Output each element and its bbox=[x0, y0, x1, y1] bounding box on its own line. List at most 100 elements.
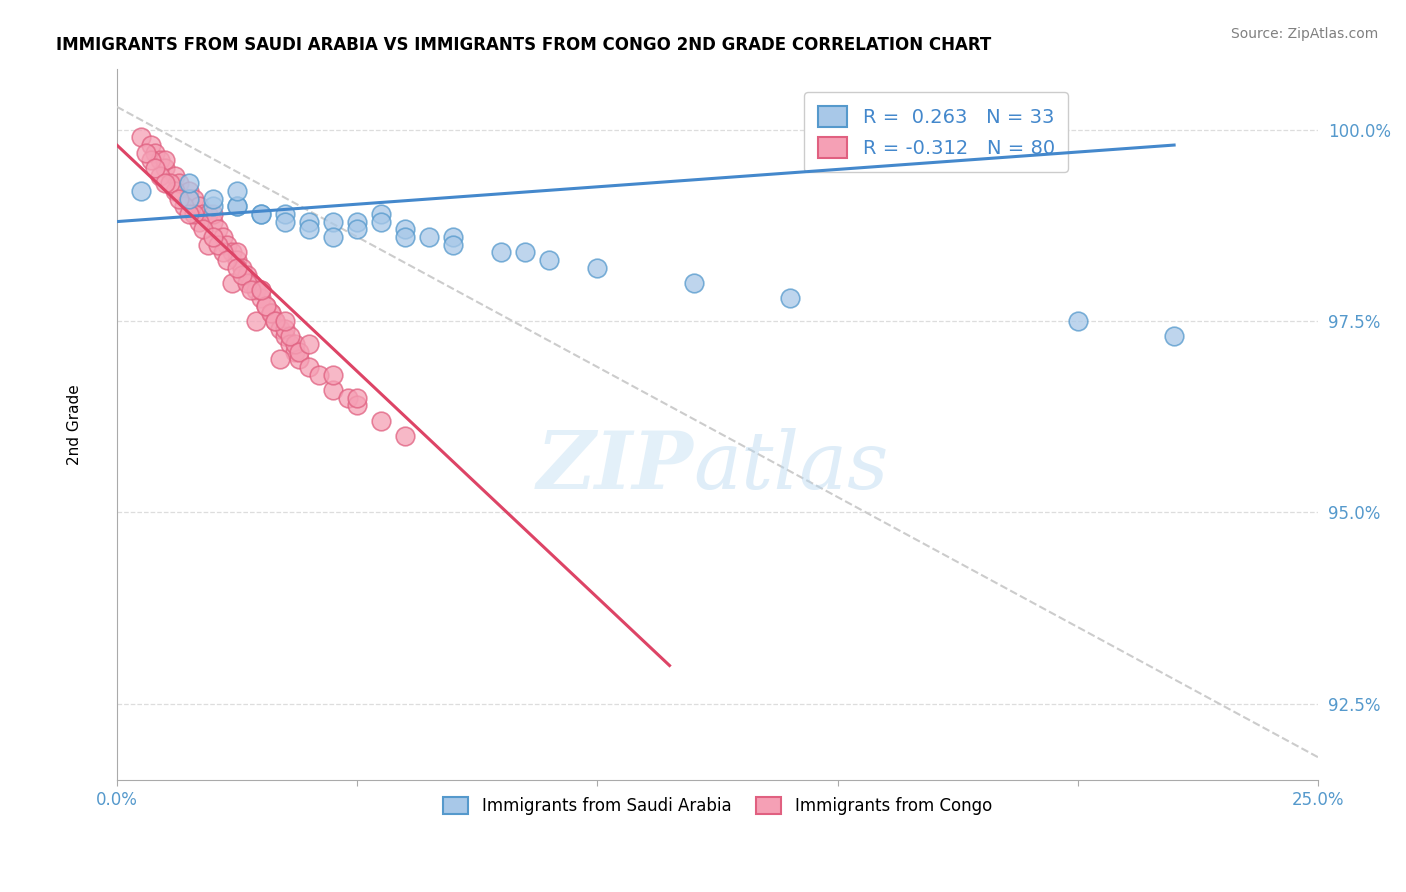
Point bbox=[129, 130, 152, 145]
Text: atlas: atlas bbox=[693, 428, 889, 506]
Point bbox=[201, 199, 224, 213]
Text: ZIP: ZIP bbox=[537, 428, 693, 506]
Point bbox=[226, 199, 249, 213]
Point bbox=[240, 284, 263, 298]
Point bbox=[139, 138, 162, 153]
Point bbox=[193, 222, 215, 236]
Point bbox=[441, 237, 464, 252]
Point bbox=[288, 352, 311, 367]
Point bbox=[250, 284, 273, 298]
Point bbox=[322, 383, 344, 397]
Point bbox=[278, 329, 301, 343]
Point bbox=[269, 322, 291, 336]
Point bbox=[298, 359, 321, 374]
Point bbox=[346, 214, 368, 228]
Point bbox=[346, 222, 368, 236]
Legend: Immigrants from Saudi Arabia, Immigrants from Congo: Immigrants from Saudi Arabia, Immigrants… bbox=[433, 787, 1002, 825]
Point bbox=[183, 192, 205, 206]
Point bbox=[264, 314, 287, 328]
Point bbox=[169, 177, 191, 191]
Point bbox=[201, 192, 224, 206]
Point bbox=[226, 245, 249, 260]
Text: Source: ZipAtlas.com: Source: ZipAtlas.com bbox=[1230, 27, 1378, 41]
Point bbox=[201, 214, 224, 228]
Point bbox=[226, 184, 249, 198]
Point bbox=[274, 314, 297, 328]
Point bbox=[235, 268, 257, 282]
Text: 2nd Grade: 2nd Grade bbox=[67, 384, 83, 465]
Point bbox=[240, 276, 263, 290]
Point bbox=[207, 237, 229, 252]
Point bbox=[217, 252, 239, 267]
Point bbox=[149, 153, 172, 168]
Point bbox=[143, 161, 166, 175]
Point bbox=[250, 291, 273, 305]
Point bbox=[346, 398, 368, 412]
Point bbox=[284, 344, 307, 359]
Point bbox=[226, 252, 249, 267]
Point bbox=[139, 153, 162, 168]
Point bbox=[250, 284, 273, 298]
Point bbox=[322, 368, 344, 382]
Point bbox=[274, 329, 297, 343]
Point bbox=[143, 145, 166, 160]
Point bbox=[274, 322, 297, 336]
Point bbox=[211, 245, 233, 260]
Point bbox=[370, 207, 392, 221]
Point bbox=[538, 252, 561, 267]
Point bbox=[177, 184, 200, 198]
Point bbox=[250, 207, 273, 221]
Point bbox=[779, 291, 801, 305]
Point bbox=[260, 306, 283, 320]
Point bbox=[135, 145, 157, 160]
Point bbox=[221, 276, 243, 290]
Point bbox=[298, 214, 321, 228]
Point bbox=[177, 192, 200, 206]
Point bbox=[491, 245, 513, 260]
Point bbox=[274, 207, 297, 221]
Point bbox=[298, 222, 321, 236]
Point bbox=[231, 268, 253, 282]
Point bbox=[274, 214, 297, 228]
Point bbox=[187, 199, 209, 213]
Point bbox=[441, 230, 464, 244]
Point bbox=[1067, 314, 1090, 328]
Point bbox=[254, 299, 277, 313]
Point bbox=[1163, 329, 1185, 343]
Point bbox=[264, 314, 287, 328]
Point bbox=[149, 169, 172, 183]
Point bbox=[197, 237, 219, 252]
Point bbox=[183, 207, 205, 221]
Point bbox=[193, 207, 215, 221]
Point bbox=[284, 337, 307, 351]
Point bbox=[226, 199, 249, 213]
Point bbox=[201, 207, 224, 221]
Point bbox=[163, 169, 186, 183]
Point bbox=[207, 222, 229, 236]
Point bbox=[173, 199, 195, 213]
Point bbox=[250, 207, 273, 221]
Point bbox=[177, 207, 200, 221]
Point bbox=[169, 192, 191, 206]
Point bbox=[254, 299, 277, 313]
Point bbox=[394, 230, 416, 244]
Point bbox=[370, 414, 392, 428]
Point bbox=[187, 214, 209, 228]
Point bbox=[269, 352, 291, 367]
Point bbox=[308, 368, 330, 382]
Point bbox=[221, 245, 243, 260]
Point bbox=[682, 276, 704, 290]
Point bbox=[394, 222, 416, 236]
Point bbox=[177, 192, 200, 206]
Point bbox=[211, 230, 233, 244]
Point bbox=[129, 184, 152, 198]
Point bbox=[336, 391, 359, 405]
Text: IMMIGRANTS FROM SAUDI ARABIA VS IMMIGRANTS FROM CONGO 2ND GRADE CORRELATION CHAR: IMMIGRANTS FROM SAUDI ARABIA VS IMMIGRAN… bbox=[56, 36, 991, 54]
Point bbox=[322, 230, 344, 244]
Point bbox=[586, 260, 609, 275]
Point bbox=[235, 276, 257, 290]
Point bbox=[231, 260, 253, 275]
Point bbox=[370, 214, 392, 228]
Point bbox=[153, 161, 176, 175]
Point bbox=[418, 230, 440, 244]
